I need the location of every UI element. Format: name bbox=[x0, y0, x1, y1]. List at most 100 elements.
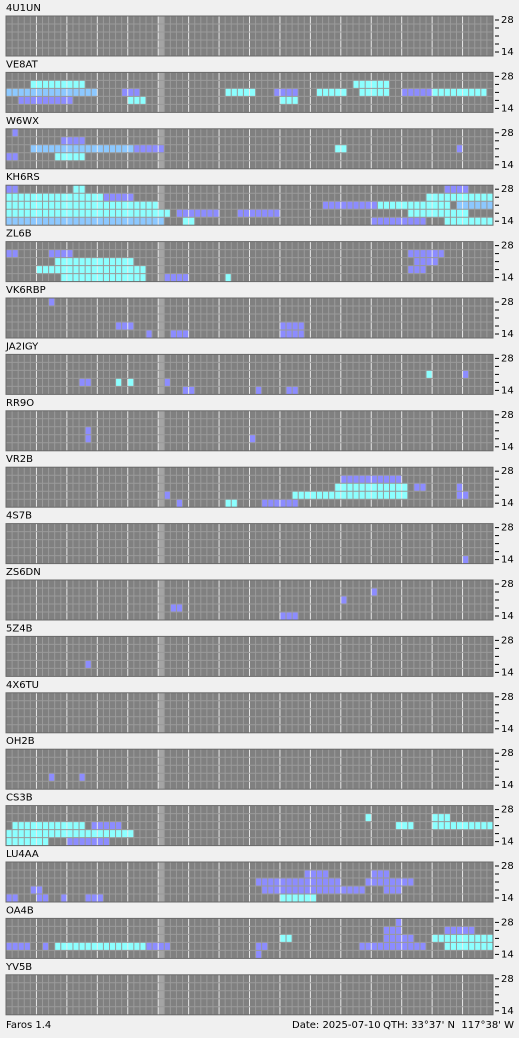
station-label: KH6RS bbox=[6, 172, 40, 183]
band-bottom-label: 14 bbox=[501, 47, 514, 58]
station-label: 4X6TU bbox=[6, 680, 39, 691]
signal-cells bbox=[365, 813, 372, 822]
grid-border bbox=[5, 861, 494, 903]
band-top-label: 28 bbox=[501, 241, 514, 252]
signal-cells bbox=[48, 298, 55, 306]
signal-cells bbox=[383, 926, 402, 935]
current-column bbox=[158, 862, 165, 902]
signal-cells bbox=[456, 483, 463, 492]
station-label: RR9O bbox=[6, 398, 34, 409]
signal-cells bbox=[85, 660, 92, 669]
signal-cells bbox=[91, 821, 122, 830]
signal-cells bbox=[85, 894, 104, 902]
band-top-label: 28 bbox=[501, 861, 514, 872]
signal-cells bbox=[316, 88, 347, 97]
signal-cells bbox=[54, 152, 86, 161]
band-top-label: 28 bbox=[501, 579, 514, 590]
signal-cells bbox=[146, 330, 153, 338]
signal-cells bbox=[60, 894, 67, 902]
band-bottom-label: 14 bbox=[501, 160, 514, 171]
signal-cells bbox=[279, 612, 299, 620]
grid-border bbox=[5, 184, 494, 226]
current-column bbox=[158, 241, 165, 282]
current-column bbox=[158, 636, 165, 677]
station-label: 5Z4B bbox=[6, 623, 33, 634]
grid-border bbox=[5, 241, 494, 283]
signal-cells bbox=[54, 942, 147, 951]
signal-cells bbox=[6, 88, 98, 97]
current-column bbox=[158, 523, 165, 564]
signal-cells bbox=[261, 886, 366, 894]
signal-cells bbox=[279, 96, 299, 105]
band-top-label: 28 bbox=[501, 917, 514, 928]
signal-cells bbox=[456, 144, 463, 153]
current-column bbox=[158, 580, 165, 620]
band-bottom-label: 14 bbox=[501, 1006, 514, 1017]
signal-cells bbox=[103, 193, 134, 202]
signal-cells bbox=[383, 934, 414, 943]
band-bottom-label: 14 bbox=[501, 442, 514, 453]
grid-border bbox=[5, 128, 494, 170]
band-bottom-label: 14 bbox=[501, 216, 514, 227]
current-column bbox=[158, 16, 165, 56]
grid-border bbox=[5, 523, 494, 565]
band-top-label: 28 bbox=[501, 805, 514, 816]
station-label: OA4B bbox=[6, 905, 34, 916]
station-label: YV5B bbox=[5, 962, 32, 973]
signal-cells bbox=[30, 80, 86, 89]
current-column bbox=[158, 749, 165, 790]
band-top-label: 28 bbox=[501, 128, 514, 139]
signal-cells bbox=[6, 201, 159, 210]
signal-cells bbox=[432, 88, 487, 97]
signal-cells bbox=[79, 773, 86, 782]
qth: QTH: 33°37' N 117°38' W bbox=[383, 1020, 514, 1031]
grid-border bbox=[5, 748, 494, 790]
grid-border bbox=[5, 353, 494, 395]
signal-cells bbox=[66, 837, 110, 846]
signal-cells bbox=[237, 209, 280, 218]
signal-cells bbox=[127, 378, 134, 387]
current-column bbox=[158, 974, 165, 1015]
band-bottom-label: 14 bbox=[501, 498, 514, 509]
band-bottom-label: 14 bbox=[501, 611, 514, 622]
signal-cells bbox=[6, 209, 171, 218]
band-bottom-label: 14 bbox=[501, 329, 514, 340]
signal-cells bbox=[462, 555, 469, 564]
current-column bbox=[158, 410, 165, 451]
signal-cells bbox=[30, 144, 134, 153]
band-bottom-label: 14 bbox=[501, 273, 514, 284]
band-top-label: 28 bbox=[501, 71, 514, 82]
signal-cells bbox=[48, 773, 55, 782]
signal-cells bbox=[426, 370, 433, 379]
date: Date: 2025-07-10 bbox=[292, 1020, 381, 1031]
signal-cells bbox=[127, 96, 147, 105]
grid-border bbox=[5, 974, 494, 1016]
signal-cells bbox=[426, 193, 493, 202]
signal-cells bbox=[121, 88, 140, 97]
station-label: CS3B bbox=[6, 793, 33, 804]
grid-border bbox=[5, 917, 494, 959]
signal-cells bbox=[444, 926, 475, 935]
signal-cells bbox=[115, 378, 122, 387]
band-bottom-label: 14 bbox=[501, 555, 514, 566]
app-version: Faros 1.4 bbox=[6, 1020, 51, 1031]
station-label: VK6RBP bbox=[6, 285, 46, 296]
station-label: 4S7B bbox=[6, 511, 32, 522]
station-label: VR2B bbox=[6, 454, 33, 465]
signal-cells bbox=[432, 813, 451, 822]
grid-border bbox=[5, 805, 494, 847]
grid-border bbox=[5, 579, 494, 621]
grid-border bbox=[5, 71, 494, 113]
grid-border bbox=[5, 297, 494, 339]
current-column bbox=[158, 298, 165, 338]
band-top-label: 28 bbox=[501, 974, 514, 985]
current-column bbox=[158, 692, 165, 733]
signal-cells bbox=[176, 499, 183, 508]
signal-cells bbox=[18, 96, 73, 105]
band-top-label: 28 bbox=[501, 410, 514, 421]
current-column bbox=[158, 72, 165, 113]
signal-cells bbox=[371, 217, 427, 226]
band-top-label: 28 bbox=[501, 635, 514, 646]
signal-cells bbox=[383, 886, 402, 894]
